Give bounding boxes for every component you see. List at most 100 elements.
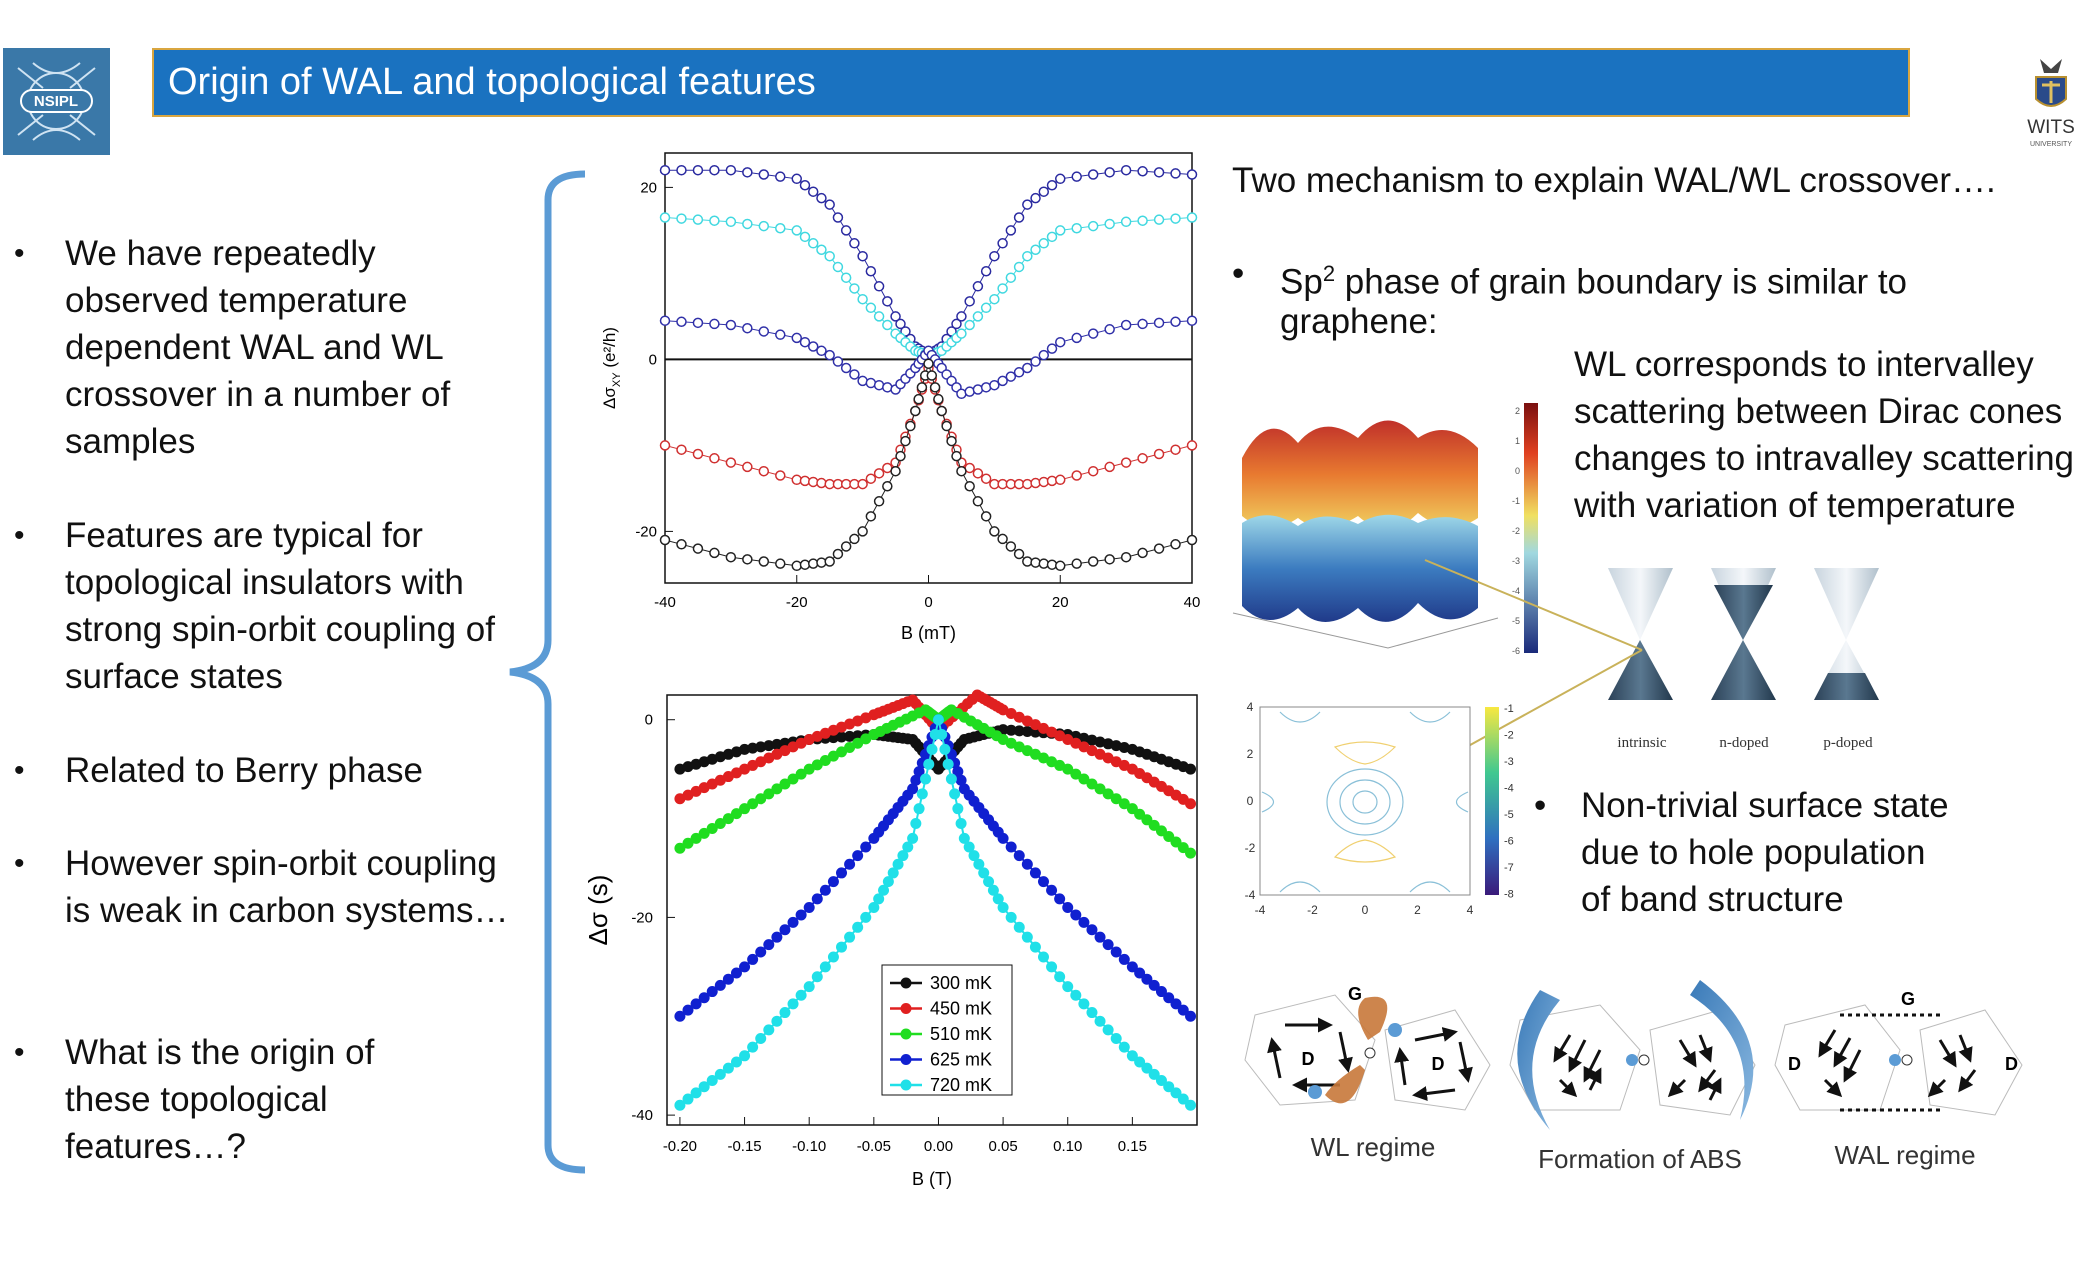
right-bullet-1-line1: Sp2 phase of grain boundary is similar t… — [1280, 250, 1907, 306]
data-point — [807, 238, 819, 249]
data-point — [1104, 218, 1115, 230]
data-point — [1134, 1056, 1146, 1068]
data-point — [824, 199, 835, 210]
data-point — [725, 551, 737, 563]
data-point — [1021, 931, 1033, 943]
data-point — [945, 773, 957, 785]
wl-regime-diagram: D D G WL regime — [1244, 984, 1491, 1162]
data-point — [844, 730, 856, 742]
data-point — [739, 961, 751, 973]
data-point — [706, 986, 718, 998]
data-point — [725, 216, 737, 228]
cone-n-doped — [1711, 568, 1776, 700]
bullet-dot: • — [14, 754, 25, 787]
data-point — [1141, 1062, 1153, 1074]
data-point — [952, 803, 964, 815]
colorbar-tick-label: -1 — [1512, 496, 1520, 506]
data-point — [1022, 362, 1033, 374]
data-point — [779, 1007, 791, 1019]
x-tick-label: 0.05 — [988, 1138, 1017, 1155]
data-point — [1185, 1010, 1197, 1022]
data-point — [989, 293, 1000, 305]
data-point — [1038, 238, 1050, 249]
x-tick-label: -0.05 — [857, 1138, 891, 1155]
y-tick-label: -20 — [631, 909, 653, 926]
data-point — [1104, 461, 1115, 473]
x-tick-label: 2 — [1414, 903, 1421, 917]
data-point — [857, 293, 868, 305]
data-point — [758, 465, 770, 477]
data-point — [1078, 998, 1090, 1010]
data-point — [706, 822, 718, 834]
data-point — [1030, 356, 1041, 367]
data-point — [795, 989, 807, 1001]
data-point — [1046, 231, 1058, 243]
data-point — [873, 468, 885, 479]
data-point — [1170, 998, 1182, 1010]
regimes-figure: D D G WL regime Formation of ABS — [1244, 980, 2023, 1174]
data-point — [747, 798, 759, 810]
left-bullet-text: Features are typical for topological ins… — [65, 516, 495, 696]
data-point — [1005, 841, 1017, 853]
legend-label: 510 mK — [930, 1024, 992, 1044]
data-point — [1110, 1033, 1122, 1045]
data-point — [725, 457, 737, 468]
data-point — [779, 924, 791, 936]
data-point — [910, 405, 921, 417]
data-point — [682, 1093, 694, 1105]
data-point — [1118, 798, 1130, 810]
data-point — [920, 773, 932, 785]
data-point — [916, 382, 928, 393]
cone-intrinsic — [1608, 568, 1673, 700]
node-g: G — [1901, 989, 1915, 1009]
data-point — [1120, 551, 1132, 563]
data-point — [1126, 961, 1138, 973]
data-point — [1170, 444, 1181, 455]
data-point — [1177, 1004, 1189, 1016]
bullet-dot: • — [1232, 254, 1245, 293]
data-point — [763, 788, 775, 800]
data-point — [674, 1099, 686, 1111]
data-point — [775, 470, 786, 481]
data-point — [936, 405, 947, 417]
data-point — [1013, 261, 1025, 273]
data-point — [690, 998, 702, 1010]
colorbar-tick-label: -5 — [1504, 809, 1514, 821]
data-point — [980, 266, 992, 277]
data-point — [997, 283, 1008, 294]
data-point — [775, 171, 786, 182]
data-point — [882, 296, 893, 307]
left-bullet-text: Related to Berry phase — [65, 751, 423, 790]
x-tick-label: 0 — [924, 594, 932, 611]
data-point — [1030, 192, 1041, 204]
data-point — [844, 931, 856, 943]
data-point — [997, 238, 1008, 249]
data-point — [1094, 783, 1106, 795]
data-point — [1046, 343, 1058, 354]
data-point — [747, 1041, 759, 1053]
data-point — [816, 192, 827, 204]
data-point — [836, 941, 848, 953]
wl-text-1: WL corresponds to intervalley — [1574, 345, 2034, 384]
data-point — [674, 842, 686, 854]
data-point — [1005, 371, 1017, 382]
colorbar-tick-label: -8 — [1504, 889, 1514, 901]
data-point — [1037, 951, 1049, 963]
data-point — [1186, 534, 1198, 546]
data-point — [1094, 931, 1106, 943]
data-point — [968, 850, 980, 862]
data-point — [1070, 768, 1082, 780]
data-point — [659, 212, 671, 223]
legend-label: 625 mK — [930, 1050, 992, 1070]
data-point — [978, 867, 990, 879]
data-point — [926, 743, 938, 755]
data-point — [1102, 788, 1114, 800]
data-point — [1055, 225, 1066, 236]
data-point — [1186, 315, 1198, 326]
data-point — [916, 788, 928, 800]
data-point — [775, 329, 786, 340]
wits-logo-subtext: UNIVERSITY — [2030, 141, 2072, 148]
data-point — [755, 741, 767, 753]
data-point — [725, 164, 737, 176]
y-tick-label: 2 — [1247, 747, 1254, 761]
